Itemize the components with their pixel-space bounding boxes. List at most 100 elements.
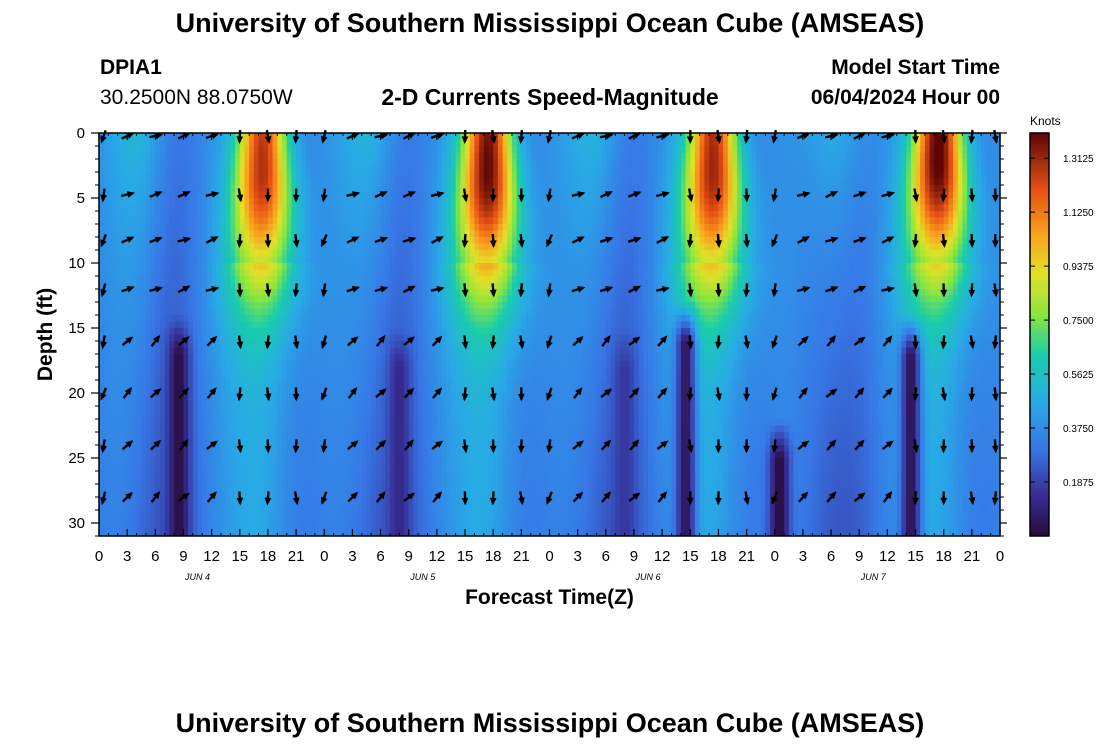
heatmap-cell (446, 477, 452, 485)
heatmap-cell (206, 321, 213, 329)
heatmap-cell (263, 217, 269, 225)
heatmap-cell (150, 399, 156, 407)
heatmap-cell (183, 178, 189, 186)
heatmap-cell (197, 334, 203, 342)
heatmap-cell (216, 224, 222, 231)
heatmap-cell (230, 445, 236, 452)
heatmap-cell (460, 445, 466, 452)
heatmap-cell (441, 328, 447, 335)
heatmap-cell (427, 224, 433, 231)
heatmap-cell (343, 191, 349, 199)
heatmap-cell (164, 133, 170, 140)
heatmap-cell (408, 230, 414, 238)
heatmap-cell (136, 406, 142, 413)
heatmap-cell (249, 178, 255, 186)
heatmap-cell (131, 321, 137, 329)
heatmap-cell (357, 276, 363, 283)
heatmap-cell (465, 529, 471, 537)
heatmap-cell (253, 425, 259, 433)
heatmap-cell (352, 321, 358, 329)
heatmap-cell (319, 250, 325, 257)
heatmap-cell (230, 334, 236, 342)
heatmap-cell (127, 497, 133, 504)
heatmap-cell (249, 419, 255, 426)
heatmap-cell (460, 380, 466, 387)
heatmap-cell (347, 490, 353, 498)
heatmap-cell (131, 224, 137, 231)
heatmap-cell (343, 315, 349, 322)
heatmap-cell (160, 432, 166, 439)
heatmap-cell (310, 237, 316, 244)
heatmap-cell (211, 471, 217, 478)
heatmap-cell (192, 295, 198, 303)
heatmap-cell (361, 373, 367, 381)
heatmap-cell (263, 334, 269, 342)
heatmap-cell (310, 445, 316, 452)
heatmap-cell (249, 198, 255, 205)
heatmap-cell (446, 146, 452, 153)
heatmap-cell (211, 198, 217, 205)
heatmap-cell (418, 152, 424, 160)
heatmap-cell (347, 315, 353, 322)
heatmap-cell (380, 139, 386, 147)
heatmap-cell (366, 146, 372, 153)
heatmap-cell (164, 471, 170, 478)
heatmap-cell (258, 399, 264, 407)
heatmap-cell (258, 315, 264, 322)
heatmap-cell (422, 334, 428, 342)
heatmap-cell (169, 276, 175, 283)
heatmap-cell (338, 328, 344, 335)
heatmap-cell (399, 484, 405, 491)
heatmap-cell (230, 373, 236, 381)
heatmap-cell (202, 432, 208, 439)
heatmap-cell (446, 386, 452, 394)
heatmap-cell (319, 256, 325, 264)
heatmap-cell (450, 425, 457, 433)
heatmap-cell (418, 302, 424, 309)
heatmap-cell (371, 321, 377, 329)
heatmap-cell (263, 445, 269, 452)
heatmap-cell (305, 367, 311, 374)
heatmap-cell (277, 373, 283, 381)
heatmap-cell (216, 198, 222, 205)
heatmap-cell (206, 529, 213, 537)
heatmap-cell (408, 445, 414, 452)
heatmap-cell (380, 354, 386, 361)
heatmap-cell (239, 152, 245, 160)
heatmap-cell (366, 276, 372, 283)
heatmap-cell (314, 302, 320, 309)
heatmap-cell (338, 198, 344, 205)
heatmap-cell (469, 334, 475, 342)
heatmap-cell (300, 458, 306, 465)
heatmap-cell (103, 516, 109, 524)
heatmap-cell (136, 250, 142, 257)
heatmap-cell (319, 146, 325, 153)
heatmap-cell (328, 464, 335, 472)
heatmap-cell (103, 529, 109, 537)
heatmap-cell (249, 191, 255, 199)
heatmap-cell (450, 211, 457, 218)
heatmap-cell (469, 152, 475, 160)
heatmap-cell (324, 139, 330, 147)
heatmap-cell (413, 354, 419, 361)
heatmap-cell (277, 484, 283, 491)
heatmap-cell (131, 230, 137, 238)
heatmap-cell (338, 516, 344, 524)
heatmap-cell (436, 139, 442, 147)
heatmap-cell (399, 490, 405, 498)
heatmap-cell (314, 367, 320, 374)
heatmap-cell (347, 523, 353, 530)
heatmap-cell (469, 432, 475, 439)
heatmap-cell (183, 367, 189, 374)
heatmap-cell (225, 263, 231, 270)
heatmap-cell (291, 510, 297, 517)
heatmap-cell (389, 419, 396, 426)
heatmap-cell (141, 243, 147, 251)
heatmap-cell (314, 341, 320, 348)
heatmap-cell (432, 406, 438, 413)
heatmap-cell (465, 347, 471, 355)
heatmap-cell (183, 451, 189, 459)
heatmap-cell (469, 289, 475, 296)
heatmap-cell (418, 282, 424, 290)
heatmap-cell (253, 165, 259, 173)
